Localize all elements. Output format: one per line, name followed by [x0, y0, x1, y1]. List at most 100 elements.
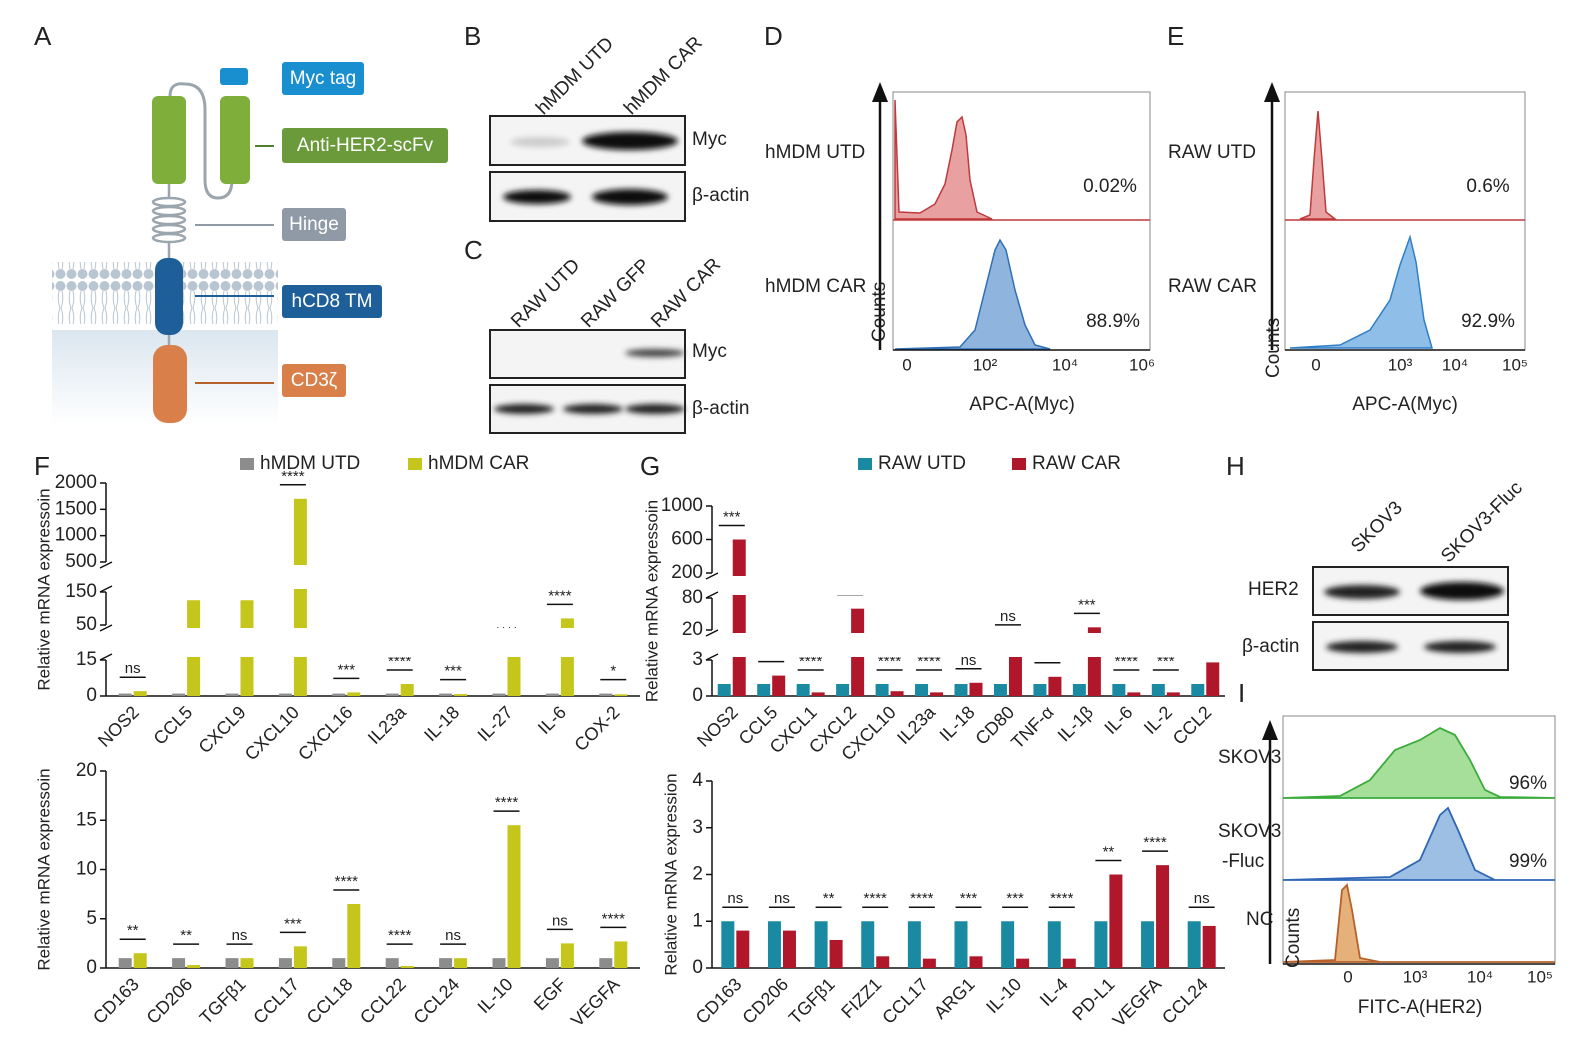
bar: [133, 953, 147, 968]
label-box: [282, 364, 346, 397]
y-axis-label: Relative mRNA expressoin: [34, 768, 53, 970]
bar: [736, 930, 750, 968]
lane-label: RAW GFP: [577, 255, 654, 332]
significance: ns: [1194, 890, 1210, 907]
flow-i: SKOV3 SKOV3 -Fluc NC 96% 99% Counts 0 10…: [1218, 715, 1556, 1018]
bar: [492, 693, 506, 696]
bar: [599, 693, 613, 696]
axis-break: [705, 629, 719, 661]
bar: [118, 693, 132, 696]
label-box: [282, 62, 364, 95]
bar: [1062, 958, 1076, 968]
label-box: [282, 285, 382, 318]
histogram: [1289, 234, 1433, 349]
y-tick-label: 0: [692, 685, 703, 706]
bar: [1112, 684, 1126, 696]
percent: 96%: [1509, 773, 1547, 794]
sample-label: SKOV3: [1218, 821, 1281, 842]
x-label: FITC-A(HER2): [1358, 997, 1483, 1018]
bar: [969, 682, 983, 696]
bar: [814, 921, 828, 968]
x-tick-label: VEGFA: [1109, 974, 1166, 1031]
hinge-spring: [151, 184, 187, 346]
bar: [1047, 921, 1061, 968]
x-tick-label: IL-6: [534, 702, 570, 738]
bar: [492, 958, 506, 968]
myc-tag: [220, 68, 248, 85]
cd3z-domain: [153, 345, 187, 423]
histogram: [1282, 806, 1555, 881]
x-tick-label: VEGFA: [567, 974, 624, 1031]
bar: [172, 958, 186, 968]
x-tick-label: CD206: [738, 974, 792, 1028]
y-tick-label: 2: [692, 864, 703, 885]
significance: ****: [602, 910, 626, 927]
x-tick-label: CCL2: [1169, 702, 1216, 749]
bar: [439, 693, 453, 696]
significance: ***: [723, 508, 741, 525]
lane-label: RAW CAR: [647, 254, 725, 332]
x-tick-label: 10⁶: [1129, 355, 1155, 374]
bar: [993, 684, 1007, 696]
x-tick-label: CCL24: [410, 974, 464, 1028]
band: [1420, 582, 1504, 600]
histogram: [894, 238, 1051, 350]
bar: [1109, 874, 1123, 968]
x-tick-label: 0: [1311, 355, 1320, 374]
significance: ****: [281, 468, 305, 485]
x-tick-label: CCL5: [150, 702, 197, 749]
scfv-domain: [152, 96, 186, 184]
panel-letter: E: [1167, 21, 1184, 51]
x-tick-label: NOS2: [94, 702, 143, 751]
band: [625, 349, 685, 357]
x-tick-label: EGF: [530, 974, 570, 1014]
row-label: HER2: [1248, 579, 1299, 600]
significance: ns: [445, 927, 461, 944]
significance: **: [823, 890, 835, 907]
x-tick-label: CD206: [143, 974, 197, 1028]
x-tick-label: IL-18: [420, 702, 463, 745]
bar: [385, 958, 399, 968]
percent: 0.02%: [1083, 176, 1137, 197]
y-label: Counts: [869, 282, 890, 342]
x-tick-label: IL-10: [982, 974, 1025, 1017]
label-box: [282, 128, 448, 163]
percent: 99%: [1509, 851, 1547, 872]
sample-label: RAW CAR: [1168, 276, 1257, 297]
bar: [1072, 684, 1086, 696]
bar: [1001, 921, 1015, 968]
bar: [187, 965, 201, 968]
x-tick-label: IL-1β: [1054, 702, 1097, 745]
bar: [118, 958, 132, 968]
band: [494, 404, 554, 414]
significance: ****: [917, 653, 941, 670]
bar: [454, 958, 468, 968]
bar: [225, 693, 239, 696]
bar: [875, 684, 889, 696]
significance: ****: [388, 927, 412, 944]
x-tick-label: 10⁵: [1527, 967, 1553, 986]
band: [510, 137, 570, 147]
sample-label: NC: [1246, 909, 1273, 930]
band: [563, 404, 623, 414]
x-tick-label: IL-6: [1100, 702, 1136, 738]
axis-break-gap: [714, 633, 1227, 657]
x-label: APC-A(Myc): [969, 394, 1075, 415]
bar: [1187, 921, 1201, 968]
bar: [240, 958, 254, 968]
significance: ns: [727, 890, 743, 907]
panel-letter: H: [1226, 451, 1245, 481]
legend-swatch: [858, 458, 872, 470]
y-axis-label: Relative mRNA expressoin: [642, 500, 661, 702]
bar: [400, 966, 414, 968]
row-label: Myc: [692, 341, 727, 362]
significance: ns: [774, 890, 790, 907]
y-tick-label: 600: [671, 529, 703, 550]
legend-label: RAW UTD: [878, 453, 966, 474]
significance: ****: [335, 873, 359, 890]
row-label: β-actin: [692, 398, 749, 419]
legend-swatch: [1012, 458, 1026, 470]
x-tick-label: IL-4: [1036, 974, 1072, 1010]
y-tick-label: 1500: [55, 498, 97, 519]
axis-break: [705, 572, 719, 599]
